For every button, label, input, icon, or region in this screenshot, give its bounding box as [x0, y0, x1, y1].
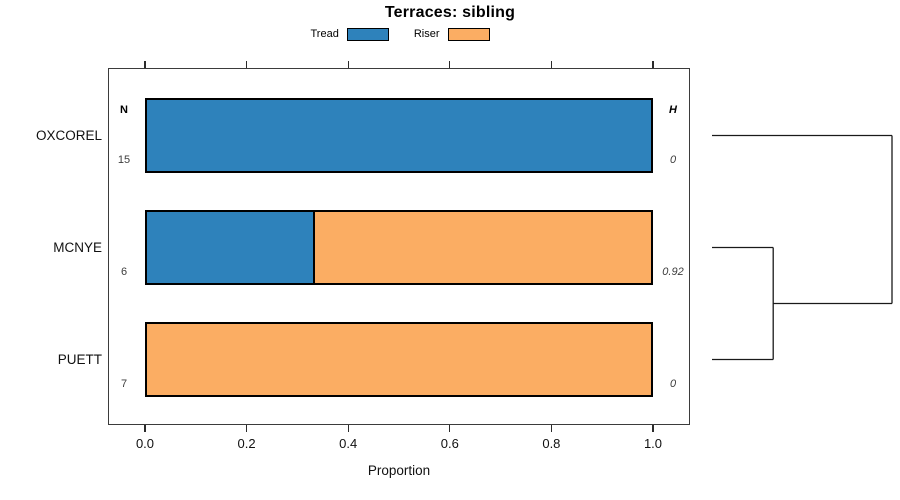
x-axis-tick-top [144, 61, 146, 68]
category-label-oxcorel: OXCOREL [35, 127, 102, 143]
x-axis-tick-bottom [652, 425, 654, 432]
x-axis-tick-top [652, 61, 654, 68]
bar-segment-tread [147, 100, 651, 171]
x-axis-tick-label: 0.2 [237, 436, 256, 451]
n-value: 7 [120, 378, 128, 390]
x-axis-tick-bottom [550, 425, 553, 432]
bar-row-mcnye [145, 210, 653, 285]
x-axis-tick-top [550, 61, 553, 68]
x-axis-tick-label: 0.6 [440, 436, 459, 451]
chart-title: Terraces: sibling [384, 4, 516, 21]
legend-item: Riser [413, 27, 490, 41]
x-axis-tick-top [245, 61, 248, 68]
legend-swatch-riser-icon [447, 27, 490, 41]
h-value: 0 [669, 154, 677, 166]
n-value: 6 [120, 266, 128, 278]
x-axis-tick-top [347, 61, 349, 68]
legend-item: Tread [310, 27, 389, 41]
x-axis-tick-bottom [449, 425, 451, 432]
legend: Tread Riser [0, 25, 800, 43]
h-value: 0 [669, 378, 677, 390]
x-axis-tick-label: 1.0 [643, 436, 663, 451]
bar-segment-tread [147, 212, 315, 283]
bar-row-puett [145, 322, 653, 397]
h-column-header: H [669, 104, 677, 116]
legend-swatch-tread-icon [346, 27, 389, 41]
x-axis-label: Proportion [367, 463, 431, 478]
n-value: 15 [117, 154, 131, 166]
legend-label: Riser [413, 28, 440, 40]
x-axis-tick-label: 0.8 [542, 436, 561, 451]
category-label-mcnye: MCNYE [53, 239, 102, 255]
x-axis-tick-bottom [144, 425, 146, 432]
bar-row-oxcorel [145, 98, 653, 173]
n-column-header: N [120, 104, 128, 116]
x-axis-tick-label: 0.4 [339, 436, 358, 451]
x-axis-tick-top [449, 61, 451, 68]
legend-label: Tread [310, 28, 339, 40]
x-axis-tick-label: 0.0 [135, 436, 155, 451]
x-axis-tick-bottom [245, 425, 248, 432]
x-axis-tick-bottom [347, 425, 349, 432]
h-value: 0.92 [662, 266, 684, 278]
category-label-puett: PUETT [57, 351, 102, 367]
